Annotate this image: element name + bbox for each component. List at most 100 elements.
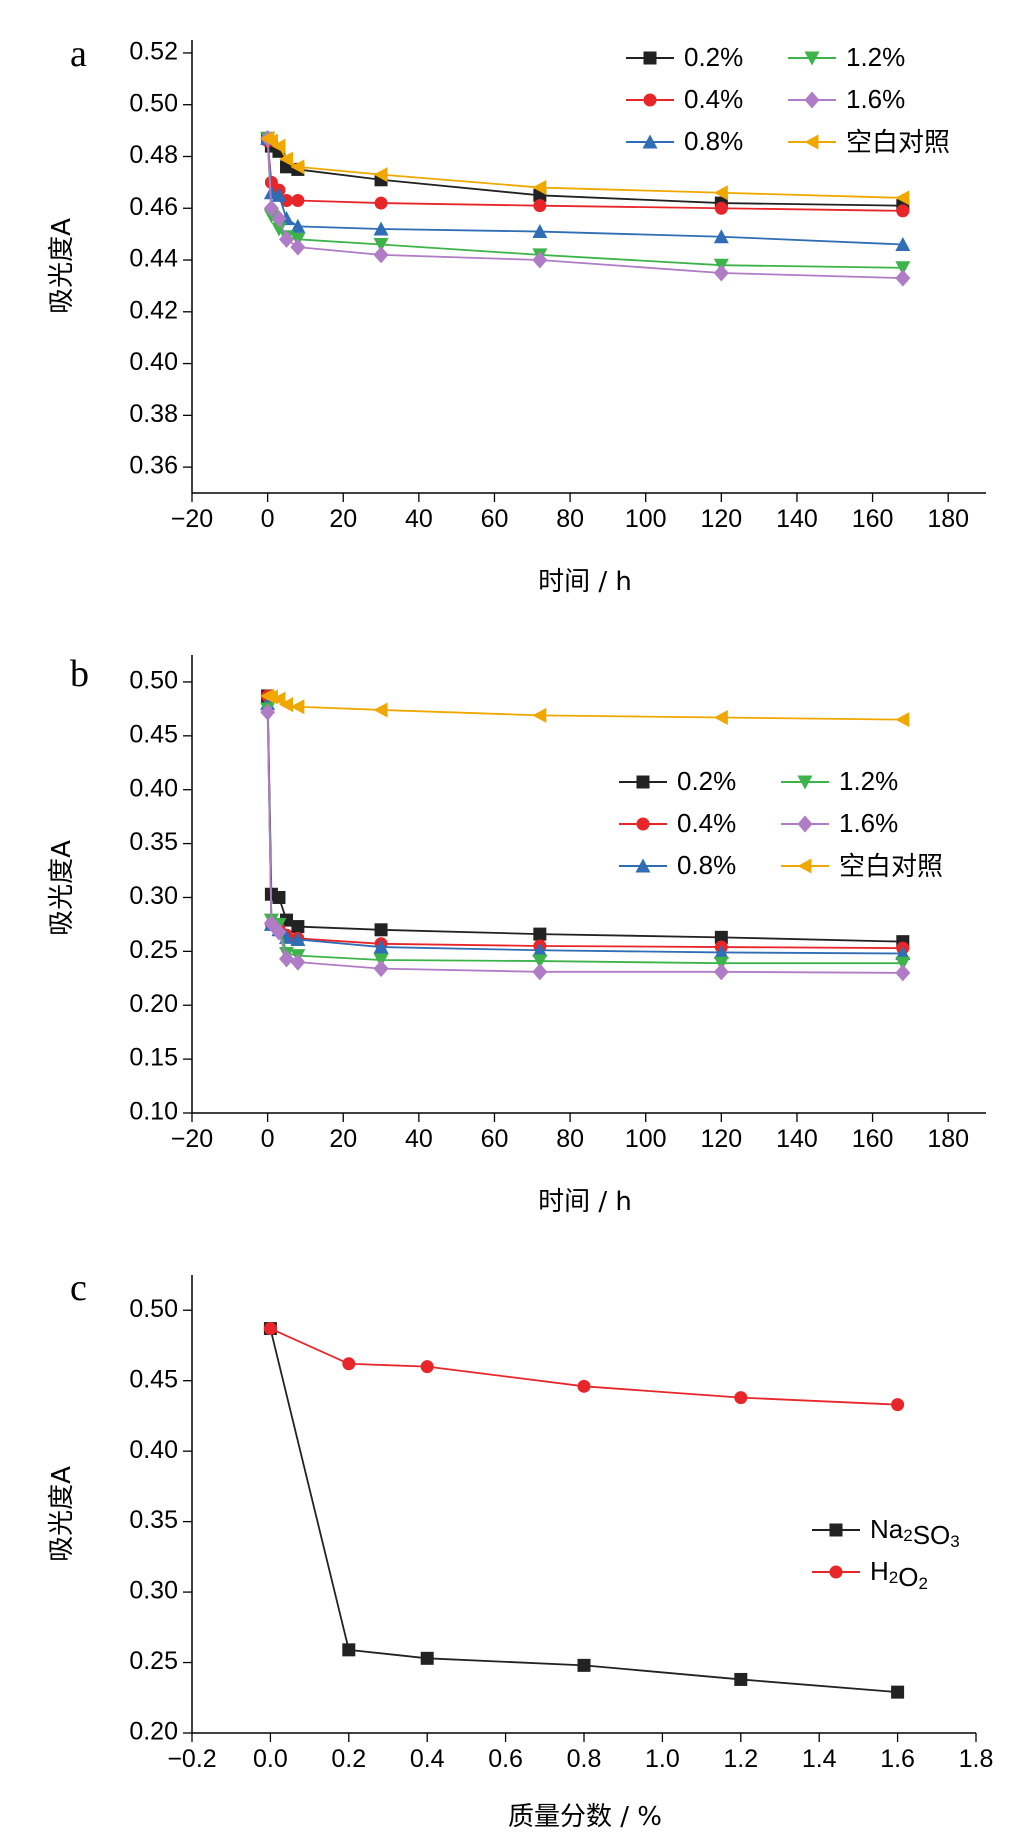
data-point: [713, 229, 729, 244]
legend-label: 0.2%: [677, 766, 736, 796]
legend-label: 1.2%: [839, 766, 898, 796]
data-point: [279, 151, 294, 167]
panel-c: c 0.20 0.25 0.30 0.35 0.40 0.45 0.50 −0.2 0.0 0.2 0…: [47, 1267, 993, 1832]
y-tick-label: 0.25: [129, 1647, 178, 1675]
data-point: [260, 703, 276, 721]
data-point: [895, 946, 911, 961]
legend-item: 0.8%: [626, 126, 743, 156]
x-tick-label: 1.4: [802, 1745, 837, 1773]
x-tick-label: 120: [700, 505, 742, 533]
legend-item: Na2SO3: [812, 1514, 960, 1552]
y-tick-label: 0.50: [129, 89, 178, 117]
data-point: [263, 199, 279, 217]
legend-label: 0.4%: [684, 84, 743, 114]
legend-label: Na2SO3: [870, 1514, 960, 1552]
y-tick-label: 0.20: [129, 990, 178, 1018]
x-tick-label: 100: [625, 1125, 667, 1153]
x-tick-label: 1.6: [880, 1745, 915, 1773]
data-point: [895, 712, 910, 728]
data-point: [532, 707, 547, 723]
data-point: [290, 699, 305, 715]
x-tick-label: 40: [405, 1125, 433, 1153]
data-point: [532, 224, 548, 239]
data-point: [271, 222, 287, 237]
data-point: [271, 691, 286, 707]
legend: 0.2% 0.4% 0.8% 1.2% 1.6% 空白对照: [626, 42, 950, 158]
panel-letter: a: [70, 33, 87, 75]
data-point: [373, 960, 389, 978]
y-tick-label: 0.45: [129, 1365, 178, 1393]
x-tick-label: 0.8: [567, 1745, 602, 1773]
series-5: [260, 688, 910, 728]
x-tick-label: 1.8: [959, 1745, 994, 1773]
data-point: [373, 246, 389, 264]
data-point: [374, 196, 388, 210]
data-point: [532, 963, 548, 981]
data-point: [713, 185, 728, 201]
legend-marker: [797, 858, 812, 874]
series-line: [266, 712, 903, 974]
data-point: [734, 1391, 748, 1405]
series-line: [269, 1328, 898, 1694]
y-tick-label: 0.46: [129, 193, 178, 221]
y-tick-label: 0.35: [129, 828, 178, 856]
legend-item: 1.2%: [788, 42, 905, 72]
x-tick-label: 180: [927, 1125, 969, 1153]
legend-item: 0.8%: [619, 850, 736, 880]
data-point: [895, 269, 911, 287]
data-point: [271, 138, 286, 154]
x-tick-label: 140: [776, 1125, 818, 1153]
data-point: [271, 210, 287, 228]
series-4: [260, 703, 911, 982]
legend-marker: [797, 775, 813, 790]
data-point: [895, 190, 910, 206]
legend-marker: [643, 93, 657, 107]
legend-marker: [636, 775, 650, 789]
legend-label: 0.8%: [684, 126, 743, 156]
series-3: [260, 702, 911, 971]
data-point: [373, 221, 389, 236]
x-tick-label: −0.2: [167, 1745, 216, 1773]
series-line: [266, 138, 903, 246]
legend-item: 1.6%: [781, 808, 898, 838]
legend-label: 1.6%: [846, 84, 905, 114]
x-tick-label: 0.0: [253, 1745, 288, 1773]
legend-label: 空白对照: [839, 852, 943, 882]
series-1: [263, 1322, 905, 1412]
x-tick-label: 180: [927, 505, 969, 533]
x-tick-label: 0.4: [410, 1745, 445, 1773]
legend-label: 空白对照: [846, 128, 950, 158]
data-point: [734, 1672, 748, 1686]
data-point: [263, 914, 279, 932]
data-point: [895, 236, 911, 251]
panel-a: a 0.36 0.38 0.40 0.42 0.44 0.46 0.48 0.50 0.52 −20…: [47, 33, 986, 597]
legend-label: 0.2%: [684, 42, 743, 72]
data-point: [896, 204, 910, 218]
data-point: [290, 953, 306, 971]
data-point: [373, 702, 388, 718]
y-tick-label: 0.50: [129, 667, 178, 695]
data-point: [713, 264, 729, 282]
data-point: [290, 218, 306, 233]
data-point: [279, 950, 295, 968]
legend-label: 1.6%: [839, 808, 898, 838]
x-tick-label: 20: [329, 505, 357, 533]
data-point: [713, 963, 729, 981]
data-point: [342, 1357, 356, 1371]
series-5: [260, 130, 910, 206]
legend-marker: [804, 91, 820, 109]
y-tick-label: 0.36: [129, 452, 178, 480]
series-2: [260, 130, 911, 251]
y-tick-label: 0.38: [129, 400, 178, 428]
x-tick-label: 0: [261, 1125, 275, 1153]
series-0: [261, 689, 910, 949]
data-point: [373, 939, 389, 954]
data-point: [291, 920, 305, 934]
y-tick-label: 0.15: [129, 1044, 178, 1072]
series-line: [266, 708, 903, 965]
data-point: [272, 890, 286, 904]
data-point: [290, 931, 306, 946]
data-point: [263, 689, 278, 705]
legend-marker: [643, 51, 657, 65]
